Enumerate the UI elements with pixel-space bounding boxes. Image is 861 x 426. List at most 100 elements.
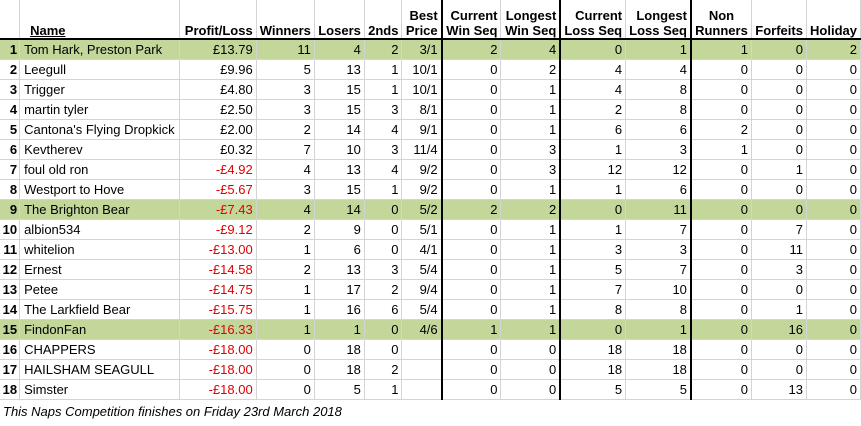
- winners-cell: 2: [256, 219, 315, 240]
- table-row: 8 Westport to Hove -£5.67 3 15 1 9/2 0 1 1 6 0 0 0: [0, 179, 861, 200]
- table-row: 16 CHAPPERS -£18.00 0 18 0 0 0 18 18 0 0 0: [0, 339, 861, 360]
- best-price-cell: 9/2: [401, 179, 443, 200]
- non-runners-cell: 0: [689, 299, 752, 320]
- best-price-cell: [401, 339, 443, 360]
- holiday-cell: 0: [806, 219, 861, 240]
- longest-loss-seq-header: Longest Loss Seq: [625, 0, 692, 40]
- forfeits-header: Forfeits: [751, 0, 807, 40]
- forfeits-cell: 1: [751, 299, 807, 320]
- non-runners-cell: 0: [689, 99, 752, 120]
- holiday-cell: 0: [806, 199, 861, 220]
- winners-cell: 3: [256, 179, 315, 200]
- holiday-cell: 0: [806, 319, 861, 340]
- forfeits-cell: 0: [751, 59, 807, 80]
- naps-standings-table: Name Profit/Loss Winners Losers 2nds Bes…: [0, 0, 861, 400]
- profit-loss-cell: -£15.75: [179, 299, 257, 320]
- holiday-cell: 2: [806, 39, 861, 60]
- winners-cell: 11: [256, 39, 315, 60]
- player-name-cell: Cantona's Flying Dropkick: [19, 119, 180, 140]
- profit-loss-cell: -£18.00: [179, 359, 257, 380]
- longest-win-seq-header: Longest Win Seq: [500, 0, 561, 40]
- current-win-seq-header: Current Win Seq: [440, 0, 502, 40]
- forfeits-cell: 1: [751, 159, 807, 180]
- table-row: 15 FindonFan -£16.33 1 1 0 4/6 1 1 0 1 0 16 0: [0, 319, 861, 340]
- holiday-cell: 0: [806, 119, 861, 140]
- player-name-cell: Leegull: [19, 59, 180, 80]
- current-win-seq-cell: 0: [440, 379, 502, 400]
- current-loss-seq-header: Current Loss Seq: [559, 0, 627, 40]
- player-name-cell: Westport to Hove: [19, 179, 180, 200]
- winners-cell: 1: [256, 239, 315, 260]
- profit-loss-cell: -£9.12: [179, 219, 257, 240]
- losers-cell: 4: [314, 39, 365, 60]
- seconds-cell: 3: [364, 259, 403, 280]
- seconds-cell: 3: [364, 99, 403, 120]
- non-runners-cell: 0: [689, 59, 752, 80]
- holiday-cell: 0: [806, 379, 861, 400]
- non-runners-cell: 0: [689, 159, 752, 180]
- non-runners-cell: 0: [689, 219, 752, 240]
- losers-cell: 14: [314, 119, 365, 140]
- best-price-cell: 9/4: [401, 279, 443, 300]
- current-loss-seq-cell: 1: [559, 179, 627, 200]
- non-runners-header: Non Runners: [689, 0, 752, 40]
- current-win-seq-cell: 0: [440, 359, 502, 380]
- seconds-cell: 0: [364, 239, 403, 260]
- profit-loss-cell: -£14.75: [179, 279, 257, 300]
- profit-loss-cell: -£14.58: [179, 259, 257, 280]
- holiday-cell: 0: [806, 59, 861, 80]
- current-loss-seq-cell: 2: [559, 99, 627, 120]
- profit-loss-header: Profit/Loss: [179, 0, 257, 40]
- holiday-cell: 0: [806, 279, 861, 300]
- longest-loss-seq-cell: 6: [625, 119, 692, 140]
- longest-win-seq-cell: 4: [500, 39, 561, 60]
- longest-win-seq-cell: 1: [500, 219, 561, 240]
- losers-cell: 13: [314, 59, 365, 80]
- forfeits-cell: 13: [751, 379, 807, 400]
- profit-loss-cell: -£4.92: [179, 159, 257, 180]
- current-win-seq-cell: 0: [440, 79, 502, 100]
- non-runners-cell: 1: [689, 139, 752, 160]
- current-loss-seq-cell: 1: [559, 219, 627, 240]
- current-win-seq-cell: 0: [440, 139, 502, 160]
- longest-win-seq-cell: 3: [500, 139, 561, 160]
- longest-loss-seq-cell: 12: [625, 159, 692, 180]
- seconds-cell: 0: [364, 319, 403, 340]
- winners-cell: 0: [256, 379, 315, 400]
- holiday-cell: 0: [806, 179, 861, 200]
- profit-loss-cell: £2.00: [179, 119, 257, 140]
- holiday-cell: 0: [806, 339, 861, 360]
- non-runners-cell: 0: [689, 379, 752, 400]
- losers-header: Losers: [314, 0, 365, 40]
- losers-cell: 13: [314, 259, 365, 280]
- best-price-cell: 3/1: [401, 39, 443, 60]
- table-row: 12 Ernest -£14.58 2 13 3 5/4 0 1 5 7 0 3 0: [0, 259, 861, 280]
- best-price-cell: [401, 359, 443, 380]
- non-runners-cell: 0: [689, 319, 752, 340]
- non-runners-cell: 0: [689, 279, 752, 300]
- losers-cell: 15: [314, 179, 365, 200]
- forfeits-cell: 0: [751, 279, 807, 300]
- winners-cell: 2: [256, 259, 315, 280]
- seconds-cell: 0: [364, 339, 403, 360]
- non-runners-cell: 0: [689, 359, 752, 380]
- longest-loss-seq-cell: 8: [625, 299, 692, 320]
- table-row: 3 Trigger £4.80 3 15 1 10/1 0 1 4 8 0 0 0: [0, 79, 861, 100]
- current-win-seq-cell: 2: [440, 39, 502, 60]
- player-name-cell: The Brighton Bear: [19, 199, 180, 220]
- player-name-cell: FindonFan: [19, 319, 180, 340]
- longest-win-seq-cell: 1: [500, 179, 561, 200]
- current-loss-seq-cell: 4: [559, 59, 627, 80]
- table-row: 2 Leegull £9.96 5 13 1 10/1 0 2 4 4 0 0 0: [0, 59, 861, 80]
- seconds-header: 2nds: [364, 0, 403, 40]
- current-win-seq-cell: 2: [440, 199, 502, 220]
- profit-loss-cell: £0.32: [179, 139, 257, 160]
- best-price-cell: 5/4: [401, 259, 443, 280]
- row-index-cell: 13: [0, 279, 21, 300]
- best-price-cell: 5/2: [401, 199, 443, 220]
- winners-cell: 5: [256, 59, 315, 80]
- non-runners-cell: 0: [689, 339, 752, 360]
- forfeits-cell: 0: [751, 139, 807, 160]
- seconds-cell: 4: [364, 159, 403, 180]
- longest-loss-seq-cell: 3: [625, 139, 692, 160]
